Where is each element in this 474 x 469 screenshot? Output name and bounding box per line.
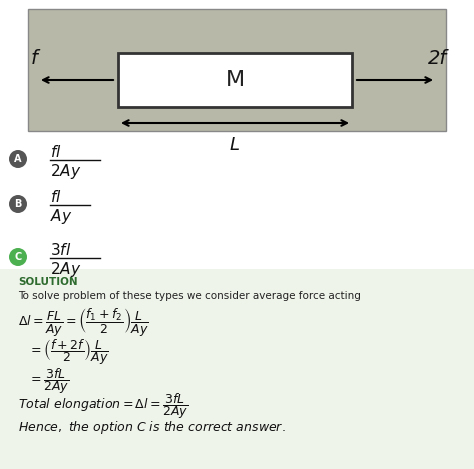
Text: $fl$: $fl$ bbox=[50, 144, 62, 160]
Text: To solve problem of these types we consider average force acting: To solve problem of these types we consi… bbox=[18, 291, 361, 301]
Text: $\mathit{Hence,\ the\ option\ C\ is\ the\ correct\ answer.}$: $\mathit{Hence,\ the\ option\ C\ is\ the… bbox=[18, 419, 286, 436]
Text: $fl$: $fl$ bbox=[50, 189, 62, 205]
Bar bbox=[118, 53, 352, 107]
Bar bbox=[28, 9, 446, 131]
Circle shape bbox=[9, 248, 27, 266]
Text: f: f bbox=[30, 48, 37, 68]
Text: B: B bbox=[14, 199, 22, 209]
Text: $= \left(\dfrac{f + 2f}{2}\right) \dfrac{L}{Ay}$: $= \left(\dfrac{f + 2f}{2}\right) \dfrac… bbox=[28, 337, 109, 367]
Text: $2Ay$: $2Ay$ bbox=[50, 161, 82, 181]
Text: $= \dfrac{3fL}{2Ay}$: $= \dfrac{3fL}{2Ay}$ bbox=[28, 366, 69, 396]
Text: L: L bbox=[230, 136, 240, 154]
Text: $\Delta l = \dfrac{FL}{Ay} = \left(\dfrac{f_1 + f_2}{2}\right) \dfrac{L}{Ay}$: $\Delta l = \dfrac{FL}{Ay} = \left(\dfra… bbox=[18, 307, 149, 339]
Text: $Ay$: $Ay$ bbox=[50, 206, 73, 226]
Text: 2f: 2f bbox=[428, 48, 447, 68]
Text: SOLUTION: SOLUTION bbox=[18, 277, 78, 287]
Circle shape bbox=[9, 150, 27, 168]
Text: $3fl$: $3fl$ bbox=[50, 242, 71, 258]
Bar bbox=[0, 269, 474, 469]
Text: C: C bbox=[14, 252, 22, 262]
Text: $\mathit{Total\ elongation} = \Delta l = \dfrac{3fL}{2Ay}$: $\mathit{Total\ elongation} = \Delta l =… bbox=[18, 391, 188, 421]
Text: $2Ay$: $2Ay$ bbox=[50, 259, 82, 279]
Text: M: M bbox=[226, 70, 245, 90]
Text: A: A bbox=[14, 154, 22, 164]
Circle shape bbox=[9, 195, 27, 213]
